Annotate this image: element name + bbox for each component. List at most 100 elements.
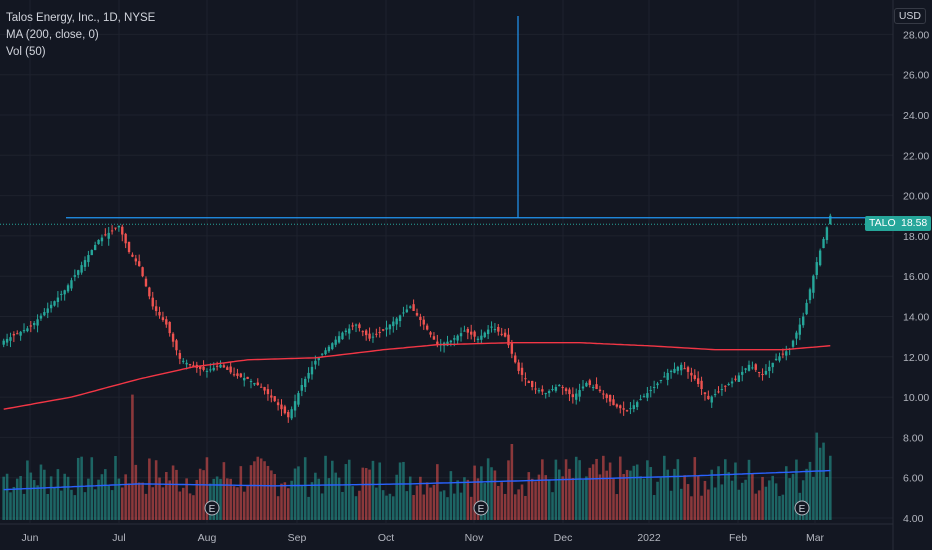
volume-bar <box>412 495 415 520</box>
volume-bar <box>629 470 632 520</box>
volume-bar <box>259 458 263 520</box>
candle-body <box>39 315 43 319</box>
earnings-marker-aug[interactable] <box>204 500 220 516</box>
candle-body <box>591 387 595 389</box>
legend-vol[interactable]: Vol (50) <box>6 46 46 58</box>
currency-button[interactable]: USD <box>893 8 926 24</box>
volume-bar <box>236 487 239 520</box>
candle-body <box>795 332 798 339</box>
volume-bar <box>249 465 253 520</box>
candle-body <box>547 391 551 394</box>
volume-bar <box>246 485 249 520</box>
volume-bar <box>283 482 287 520</box>
volume-bar <box>202 470 205 520</box>
y-tick-label: 22.00 <box>903 150 929 162</box>
volume-bar <box>215 476 219 520</box>
candle-body <box>141 267 144 277</box>
candle-body <box>483 332 486 338</box>
volume-bar <box>500 482 503 520</box>
candle-body <box>409 306 412 308</box>
candle-body <box>263 387 266 391</box>
candle-body <box>632 405 636 410</box>
volume-bar <box>812 476 815 520</box>
candle-body <box>425 325 429 330</box>
volume-bar <box>131 394 134 520</box>
volume-bar <box>673 468 676 520</box>
volume-bar <box>195 479 199 520</box>
volume-bar <box>507 460 510 520</box>
candle-body <box>320 353 324 355</box>
y-tick-label: 14.00 <box>903 312 929 324</box>
volume-bar <box>442 490 446 520</box>
volume-bar <box>344 464 348 520</box>
volume-bar <box>476 478 480 520</box>
candle-body <box>713 394 717 396</box>
volume-bar <box>561 476 564 520</box>
candle-body <box>778 356 781 361</box>
candle-body <box>229 366 232 373</box>
candle-body <box>707 395 710 400</box>
candle-body <box>541 389 544 392</box>
volume-bar <box>534 481 537 520</box>
volume-bar <box>334 472 337 520</box>
candle-body <box>436 341 439 345</box>
candle-body <box>446 341 449 346</box>
candle-body <box>459 333 463 337</box>
legend-title[interactable]: Talos Energy, Inc., 1D, NYSE <box>6 12 156 24</box>
volume-bar <box>205 457 209 520</box>
volume-bar <box>117 478 121 520</box>
candle-body <box>324 350 327 355</box>
volume-bar <box>646 460 649 520</box>
volume-bar <box>375 487 378 520</box>
candle-body <box>351 325 354 327</box>
volume-bar <box>700 495 703 520</box>
volume-bar <box>280 483 283 520</box>
candle-body <box>510 342 514 354</box>
volume-bar <box>341 491 344 520</box>
earnings-marker-mar[interactable] <box>794 500 810 516</box>
candle-body <box>80 265 83 273</box>
volume-bar <box>530 478 534 520</box>
candle-body <box>537 390 541 392</box>
volume-bar <box>307 496 310 520</box>
volume-bar <box>513 494 517 520</box>
candle-body <box>497 326 500 332</box>
volume-bar <box>751 473 754 520</box>
earnings-marker-nov[interactable] <box>473 500 489 516</box>
candle-body <box>676 366 680 371</box>
candle-body <box>683 368 686 370</box>
candle-body <box>134 258 138 262</box>
candle-body <box>652 387 656 389</box>
volume-bar <box>429 487 432 520</box>
symbol-tag: TALO <box>865 216 900 232</box>
volume-bar <box>568 468 571 520</box>
candle-body <box>215 365 219 367</box>
candle-body <box>507 334 510 346</box>
candle-body <box>534 388 537 390</box>
volume-bar <box>242 491 246 520</box>
legend-ma[interactable]: MA (200, close, 0) <box>6 29 99 41</box>
volume-bar <box>452 493 456 520</box>
candle-body <box>656 383 659 386</box>
candle-body <box>154 306 158 311</box>
volume-bar <box>618 456 622 520</box>
y-tick-label: 10.00 <box>903 392 929 404</box>
volume-bar <box>63 473 66 520</box>
candle-body <box>121 226 124 235</box>
candle-body <box>117 225 121 228</box>
candle-body <box>53 301 56 306</box>
candle-body <box>331 343 334 350</box>
candle-body <box>571 394 575 398</box>
volume-bar <box>165 471 168 520</box>
candle-body <box>605 394 608 399</box>
volume-bar <box>801 480 805 520</box>
candle-body <box>737 375 741 382</box>
candle-body <box>575 393 578 400</box>
candle-body <box>730 381 734 384</box>
candle-body <box>388 324 392 330</box>
candle-body <box>273 396 276 402</box>
volume-bar <box>83 492 87 520</box>
volume-bar <box>740 482 744 520</box>
